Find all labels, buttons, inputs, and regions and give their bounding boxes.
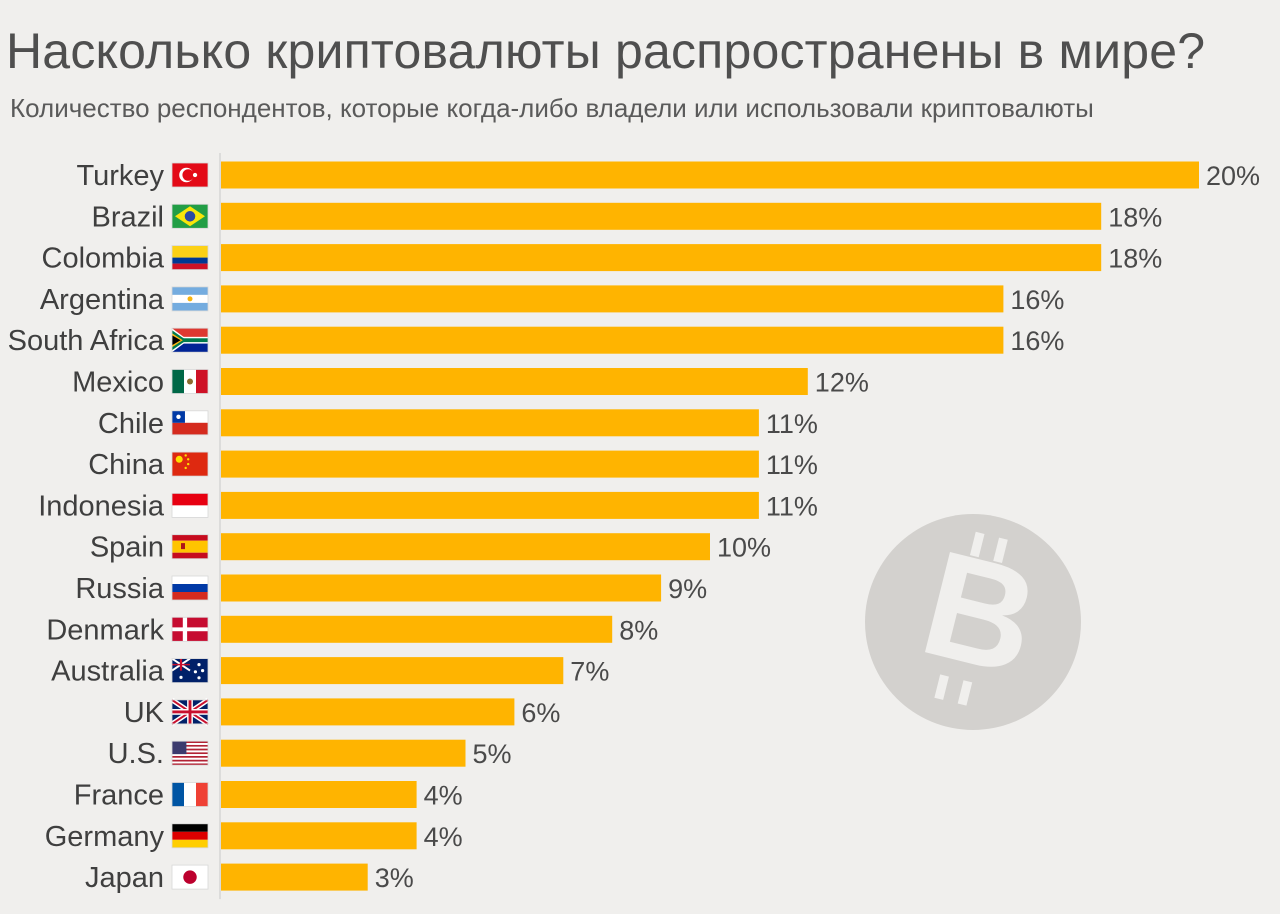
indonesia-flag-icon (171, 492, 209, 518)
category-label: U.S. (108, 738, 164, 770)
bar (221, 368, 808, 395)
value-label: 11% (766, 450, 818, 480)
bar-row: France 4% (74, 780, 463, 812)
turkey-flag-icon (171, 162, 209, 188)
bar (221, 450, 759, 478)
bar-row: Mexico 12% (72, 367, 869, 399)
value-label: 8% (619, 615, 658, 645)
value-label: 9% (668, 574, 707, 604)
category-label: South Africa (8, 325, 165, 357)
category-label: Brazil (91, 201, 164, 233)
spain-flag-icon (171, 534, 209, 560)
value-label: 18% (1108, 244, 1162, 274)
bar (221, 781, 417, 808)
china-flag-icon (171, 451, 209, 477)
bar (221, 739, 466, 767)
bar (221, 615, 613, 643)
value-label: 4% (424, 781, 463, 811)
value-label: 12% (815, 368, 869, 398)
category-label: Spain (90, 532, 164, 564)
value-label: 16% (1010, 326, 1064, 356)
us-flag-icon (171, 740, 209, 766)
brazil-flag-icon (171, 203, 209, 229)
value-label: 10% (717, 533, 771, 563)
germany-flag-icon (171, 823, 209, 849)
mexico-flag-icon (171, 369, 209, 394)
value-label: 16% (1010, 285, 1064, 315)
bar (221, 161, 1199, 189)
category-label: UK (124, 697, 165, 729)
category-label: Argentina (40, 284, 165, 316)
bar-row: Spain 10% (90, 532, 771, 564)
bar-row: UK 6% (124, 697, 561, 729)
category-label: Indonesia (38, 490, 165, 522)
bar-row: China 11% (88, 449, 818, 481)
bar (221, 491, 759, 519)
category-label: Denmark (46, 614, 164, 646)
bar-row: Turkey 20% (76, 160, 1260, 192)
argentina-flag-icon (171, 286, 209, 312)
bar-row: Argentina 16% (40, 284, 1065, 316)
bar-row: Japan 3% (85, 862, 414, 894)
category-label: Russia (75, 573, 165, 605)
bar (221, 657, 564, 685)
bar (221, 285, 1004, 313)
uk-flag-icon (170, 697, 210, 726)
chart-title: Насколько криптовалюты распространены в … (6, 23, 1206, 79)
category-label: Chile (98, 408, 164, 440)
category-label: Germany (45, 821, 165, 853)
bar-row: Denmark 8% (46, 614, 658, 646)
south-africa-flag-icon (171, 327, 209, 353)
category-label: Colombia (42, 243, 165, 275)
category-label: France (74, 780, 164, 812)
chile-flag-icon (171, 410, 209, 436)
category-label: Turkey (76, 160, 164, 192)
bar-row: Germany 4% (45, 821, 463, 853)
france-flag-icon (171, 782, 209, 807)
category-label: China (88, 449, 165, 481)
bar-row: Brazil 18% (91, 201, 1162, 233)
russia-flag-icon (171, 575, 209, 601)
category-label: Australia (51, 656, 165, 688)
category-label: Japan (85, 862, 164, 894)
value-label: 11% (766, 491, 818, 521)
bar-row: Chile 11% (98, 408, 818, 440)
bar-row: Colombia 18% (42, 243, 1163, 275)
bar-row: Indonesia 11% (38, 490, 818, 522)
bar (221, 863, 368, 891)
bar (221, 244, 1102, 272)
bitcoin-icon: B (865, 514, 1081, 730)
category-label: Mexico (72, 367, 164, 399)
value-label: 4% (424, 822, 463, 852)
value-label: 11% (766, 409, 818, 439)
bar (221, 202, 1102, 230)
bar-row: Australia 7% (51, 656, 609, 688)
bar-row: U.S. 5% (108, 738, 512, 770)
value-label: 3% (375, 863, 414, 893)
value-label: 18% (1108, 202, 1162, 232)
value-label: 6% (521, 698, 560, 728)
value-label: 7% (570, 657, 609, 687)
japan-flag-icon (171, 864, 209, 890)
bar (221, 326, 1004, 354)
bars-group: Turkey 20% Brazil 18% Colombia 18% Argentina 16… (8, 160, 1260, 894)
bar (221, 698, 515, 726)
bar-row: Russia 9% (75, 573, 707, 605)
value-label: 20% (1206, 161, 1260, 191)
bar-row: South Africa 16% (8, 325, 1065, 357)
chart-subtitle: Количество респондентов, которые когда-л… (10, 93, 1094, 123)
bar (221, 574, 662, 602)
bar (221, 409, 759, 437)
bar (221, 533, 710, 561)
colombia-flag-icon (171, 245, 209, 271)
value-label: 5% (473, 739, 512, 769)
australia-flag-icon (171, 657, 209, 683)
bar (221, 822, 417, 850)
denmark-flag-icon (171, 616, 209, 642)
